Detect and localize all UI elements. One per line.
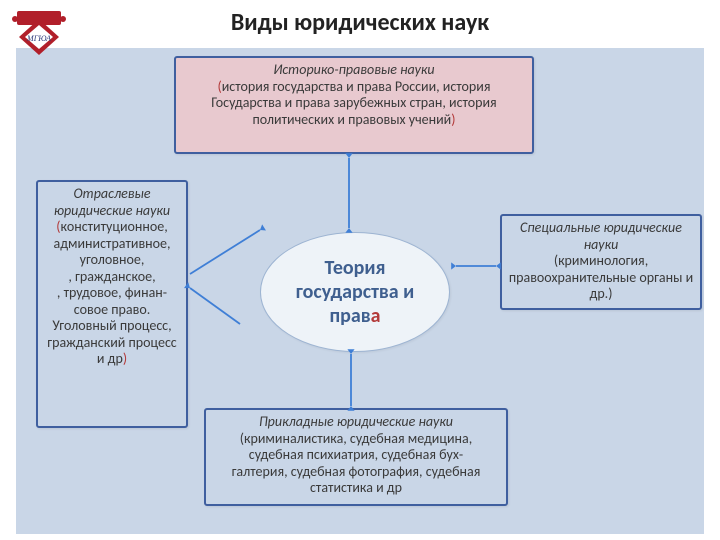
box-heading: Отраслевые юридические науки [54, 185, 170, 219]
center-node-theory-of-state-and-law: Теория государства и права [260, 232, 450, 352]
box-body: криминалистика, судебная медицина, судеб… [232, 430, 481, 497]
box-heading: Прикладные юридические науки [259, 413, 453, 430]
box-historical-legal: Историко-правовые науки (история государ… [174, 56, 534, 154]
page-title: Виды юридических наук [0, 8, 720, 37]
center-text-accent: а [371, 304, 381, 328]
box-body: конституционное, административное, уголо… [47, 218, 176, 367]
box-heading: Специальные юридические науки [520, 219, 682, 253]
box-body: криминология, правоохранительные органы … [509, 252, 693, 302]
box-heading: Историко-правовые науки [273, 61, 434, 78]
box-branch-legal: Отраслевые юридические науки (конституци… [36, 180, 188, 428]
paren-close: ) [451, 111, 455, 128]
paren-close: ) [608, 285, 612, 302]
center-text: Теория государства и прав [296, 256, 415, 328]
paren-close: ) [123, 350, 127, 367]
box-special-legal: Специальные юридические науки (криминоло… [500, 214, 702, 310]
box-applied-legal: Прикладные юридические науки (криминалис… [204, 408, 508, 506]
